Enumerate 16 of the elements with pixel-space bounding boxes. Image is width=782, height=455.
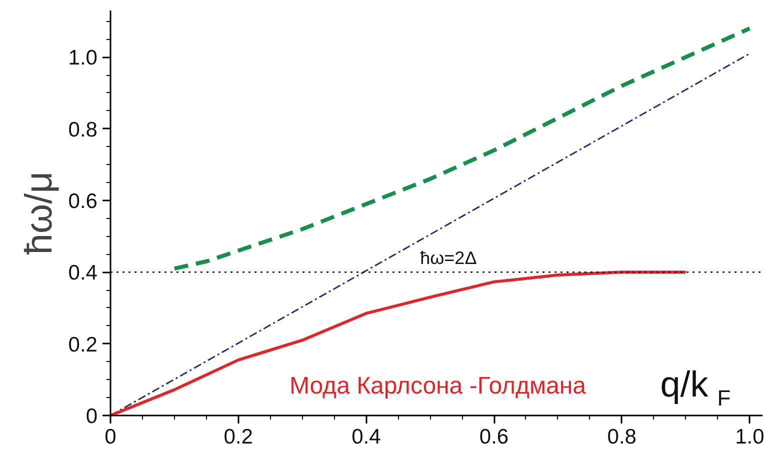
y-tick-label: 0.4 [68, 262, 98, 285]
x-tick-label: 0.4 [352, 426, 382, 448]
y-tick-label: 0 [86, 405, 98, 428]
y-tick-label: 0.2 [68, 333, 98, 356]
y-tick-label: 1.0 [68, 46, 98, 70]
annotation: ħω=2Δ [420, 248, 477, 268]
x-tick-label: 1.0 [735, 426, 764, 448]
x-tick-label: 0 [104, 426, 116, 448]
x-tick-label: 0.8 [607, 426, 636, 448]
y-tick-label: 0.8 [68, 118, 98, 142]
y-axis-title: ħω/μ [18, 171, 60, 255]
y-tick-label: 0.6 [68, 190, 98, 213]
line-series [172, 26, 752, 271]
x-tick-label: 0.2 [224, 426, 253, 448]
series-label: Мода Карлсона -Голдмана [289, 372, 587, 400]
x-tick-label: 0.6 [479, 426, 509, 448]
